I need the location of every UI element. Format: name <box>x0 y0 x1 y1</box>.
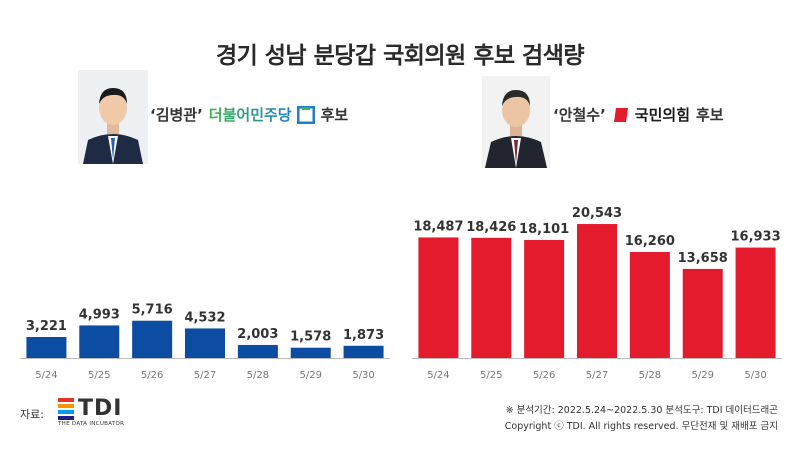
chart-svg-ahn: 18,487 5/24 18,426 5/25 18,101 5/26 20,543 5/27… <box>412 206 782 381</box>
x-tick-label: 5/30 <box>744 370 766 381</box>
tdi-logo-mark-icon <box>58 398 74 420</box>
bar-5-28 <box>237 344 278 358</box>
candidate-suffix: 후보 <box>320 106 349 124</box>
bar-5-24 <box>26 336 67 358</box>
party-name: 국민의힘 <box>634 106 690 124</box>
source-label: 자료: <box>20 408 44 421</box>
bar-5-28 <box>629 251 670 358</box>
data-label: 13,658 <box>678 251 728 266</box>
x-tick-label: 5/26 <box>533 370 555 381</box>
candidate-label-kim: ‘김병관’ 더불어민주당 후보 <box>150 104 348 125</box>
party-name: 더불어민주당 <box>208 106 292 124</box>
bar-5-25 <box>471 237 512 358</box>
candidate-label-ahn: ‘안철수’ 국민의힘 후보 <box>553 104 724 125</box>
footnote-copyright: Copyright ⓒ TDI. All rights reserved. 무단… <box>504 421 778 432</box>
x-tick-label: 5/25 <box>88 370 110 381</box>
bar-5-29 <box>682 268 723 358</box>
x-tick-label: 5/29 <box>299 370 321 381</box>
bar-5-27 <box>185 328 225 358</box>
x-tick-label: 5/30 <box>352 370 374 381</box>
x-tick-label: 5/24 <box>427 370 449 381</box>
x-tick-label: 5/29 <box>691 370 713 381</box>
bar-chart-ahn: 18,487 5/24 18,426 5/25 18,101 5/26 20,543 5/27… <box>412 200 782 390</box>
tdi-logo: TDI THE DATA INCUBATOR <box>58 398 124 427</box>
data-label: 1,578 <box>290 330 331 345</box>
data-label: 1,873 <box>343 328 384 343</box>
data-label: 2,003 <box>237 327 278 342</box>
bar-chart-kim: 3,221 5/24 4,993 5/25 5,716 5/26 4,532 5/27 2,00… <box>20 200 390 390</box>
chart-title: 경기 성남 분당갑 국회의원 후보 검색량 <box>215 43 585 69</box>
logo-text: TDI <box>78 396 123 421</box>
party-democratic: 더불어민주당 <box>209 104 315 125</box>
candidate-name: ‘김병관’ <box>150 106 203 124</box>
candidate-name: ‘안철수’ <box>553 106 606 124</box>
bar-5-29 <box>290 347 331 358</box>
logo-subtitle: THE DATA INCUBATOR <box>58 421 125 427</box>
data-label: 20,543 <box>572 206 622 221</box>
data-label: 18,426 <box>466 220 516 235</box>
x-tick-label: 5/28 <box>247 370 269 381</box>
bar-5-26 <box>524 239 565 358</box>
x-tick-label: 5/28 <box>639 370 661 381</box>
x-tick-label: 5/27 <box>194 370 216 381</box>
ppp-party-logo-icon <box>613 107 628 122</box>
bar-5-26 <box>132 320 173 358</box>
data-label: 18,101 <box>519 222 569 237</box>
democratic-party-logo-icon <box>296 105 315 124</box>
data-label: 16,933 <box>730 230 780 245</box>
x-tick-label: 5/24 <box>35 370 57 381</box>
x-tick-label: 5/26 <box>141 370 163 381</box>
bar-5-25 <box>79 325 120 358</box>
x-tick-label: 5/25 <box>480 370 502 381</box>
data-label: 3,221 <box>26 319 67 334</box>
data-label: 16,260 <box>625 234 675 249</box>
candidate-suffix: 후보 <box>696 106 724 124</box>
candidate-photo-ahn <box>482 76 550 168</box>
bar-5-30 <box>343 345 384 358</box>
bar-5-27 <box>577 224 617 358</box>
bar-5-30 <box>735 247 776 358</box>
x-tick-label: 5/27 <box>586 370 608 381</box>
footnote-analysis: ※ 분석기간: 2022.5.24~2022.5.30 분석도구: TDI 데이… <box>505 405 778 416</box>
data-label: 18,487 <box>413 219 463 234</box>
chart-svg-kim: 3,221 5/24 4,993 5/25 5,716 5/26 4,532 5/27 2,00… <box>20 303 390 381</box>
party-ppp: 국민의힘 <box>612 104 690 125</box>
candidate-photo-kim <box>78 70 148 164</box>
data-label: 4,993 <box>79 307 120 322</box>
data-label: 4,532 <box>184 310 225 325</box>
bar-5-24 <box>418 237 459 358</box>
data-label: 5,716 <box>132 303 173 318</box>
